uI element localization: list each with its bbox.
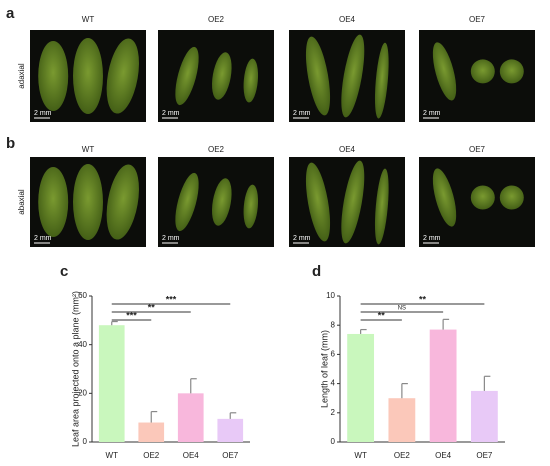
panel-label: d: [312, 263, 321, 280]
x-tick-label: OE2: [143, 451, 160, 460]
x-tick-label: WT: [354, 451, 367, 460]
scale-bar-label: 2 mm: [162, 110, 180, 117]
genotype-label: OE7: [469, 145, 486, 154]
leaf: [470, 185, 495, 210]
y-tick-label: 40: [78, 340, 87, 349]
leaf: [212, 52, 232, 100]
side-label: abaxial: [17, 189, 26, 215]
x-tick-label: OE2: [394, 451, 411, 460]
panel-label: c: [60, 263, 68, 280]
leaf: [432, 42, 457, 101]
leaf: [374, 42, 389, 119]
leaf: [341, 34, 365, 118]
leaf: [470, 59, 495, 84]
leaf: [341, 160, 365, 244]
leaf: [212, 178, 232, 226]
bar: [429, 329, 457, 442]
genotype-label: WT: [82, 145, 95, 154]
leaf: [499, 59, 524, 84]
x-tick-label: OE7: [476, 451, 493, 460]
significance-label: **: [378, 310, 386, 320]
scale-bar-label: 2 mm: [293, 235, 311, 242]
y-tick-label: 6: [331, 350, 336, 359]
leaf: [106, 38, 139, 114]
y-tick-label: 20: [78, 388, 87, 397]
y-tick-label: 4: [331, 379, 336, 388]
genotype-label: OE2: [208, 145, 225, 154]
bar: [217, 418, 244, 442]
x-tick-label: WT: [106, 451, 119, 460]
genotype-label: OE4: [339, 145, 356, 154]
leaf: [175, 46, 199, 106]
leaf: [73, 164, 103, 240]
leaf: [175, 172, 199, 232]
y-axis-label: Length of leaf (mm): [319, 330, 329, 408]
significance-label: NS: [398, 306, 406, 312]
x-tick-label: OE4: [435, 451, 452, 460]
leaf: [243, 184, 259, 229]
panel-label: b: [6, 135, 15, 152]
genotype-label: OE2: [208, 15, 225, 24]
scale-bar-label: 2 mm: [34, 235, 52, 242]
leaf: [305, 36, 331, 116]
leaf: [38, 167, 69, 237]
leaf: [374, 168, 389, 245]
y-tick-label: 10: [326, 291, 335, 300]
bar: [388, 398, 416, 442]
significance-label: ***: [126, 310, 137, 320]
scale-bar-label: 2 mm: [34, 110, 52, 117]
side-label: adaxial: [17, 63, 26, 89]
leaf: [106, 164, 139, 240]
bar: [470, 390, 498, 442]
leaf: [305, 162, 331, 242]
y-tick-label: 0: [331, 437, 336, 446]
leaf: [38, 41, 69, 111]
significance-label: **: [419, 294, 427, 304]
significance-label: **: [148, 302, 156, 312]
x-tick-label: OE7: [222, 451, 239, 460]
y-tick-label: 8: [331, 320, 336, 329]
bar: [347, 333, 375, 442]
bar: [98, 325, 125, 442]
scale-bar-label: 2 mm: [293, 110, 311, 117]
y-tick-label: 0: [83, 437, 88, 446]
leaf: [73, 38, 103, 114]
genotype-label: OE4: [339, 15, 356, 24]
y-tick-label: 60: [78, 291, 87, 300]
scale-bar-label: 2 mm: [423, 110, 441, 117]
significance-label: ***: [166, 294, 177, 304]
y-tick-label: 2: [331, 408, 336, 417]
bar: [138, 422, 165, 442]
scale-bar-label: 2 mm: [423, 235, 441, 242]
genotype-label: OE7: [469, 15, 486, 24]
x-tick-label: OE4: [183, 451, 200, 460]
genotype-label: WT: [82, 15, 95, 24]
panel-label: a: [6, 5, 15, 22]
bar: [177, 393, 204, 442]
leaf: [243, 58, 259, 103]
leaf: [499, 185, 524, 210]
scale-bar-label: 2 mm: [162, 235, 180, 242]
leaf: [432, 168, 457, 227]
y-axis-label: Leaf area projected onto a plane (mm²): [70, 291, 80, 447]
